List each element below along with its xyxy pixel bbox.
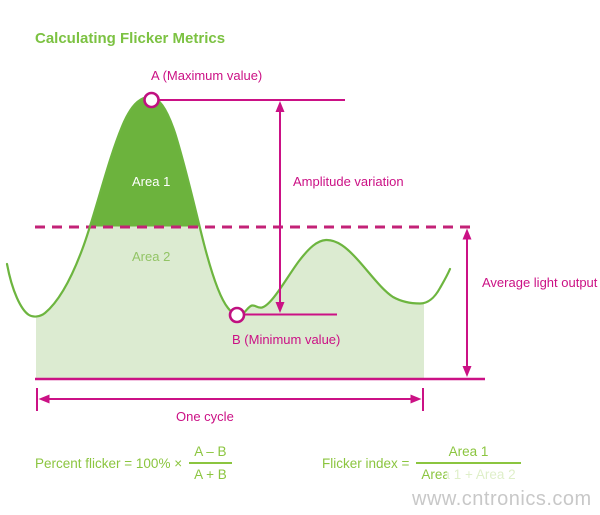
average-arrowhead-up <box>462 228 472 240</box>
max-value-label: A (Maximum value) <box>151 68 263 83</box>
area2-fill <box>36 96 424 379</box>
watermark-text: www.cntronics.com <box>412 488 592 510</box>
amplitude-variation-label: Amplitude variation <box>293 174 404 189</box>
flicker-index-numerator: Area 1 <box>448 444 489 459</box>
min-value-label: B (Minimum value) <box>232 332 341 347</box>
page-title: Calculating Flicker Metrics <box>35 30 226 47</box>
average-light-output-label: Average light output <box>482 275 598 290</box>
percent-flicker-denominator: A + B <box>194 467 227 482</box>
one-cycle-arrowhead-left <box>38 394 50 404</box>
min-point-marker <box>228 306 246 324</box>
average-arrowhead-down <box>462 366 472 377</box>
max-point-marker <box>143 91 160 109</box>
area2-label: Area 2 <box>132 249 171 264</box>
area1-label: Area 1 <box>132 174 171 189</box>
percent-flicker-lhs: Percent flicker = 100% × <box>35 455 183 471</box>
percent-flicker-formula: Percent flicker = 100% × A – B A + B <box>35 441 232 485</box>
amplitude-arrowhead-up <box>275 101 285 112</box>
amplitude-arrowhead-down <box>275 302 285 313</box>
watermark-smudge <box>447 465 600 490</box>
flicker-index-lhs: Flicker index = <box>322 455 410 471</box>
percent-flicker-numerator: A – B <box>194 444 227 459</box>
fraction-bar <box>189 462 232 464</box>
one-cycle-label: One cycle <box>176 409 234 424</box>
area1-fill <box>89 96 200 227</box>
percent-flicker-fraction: A – B A + B <box>189 444 232 482</box>
one-cycle-arrowhead-right <box>410 394 422 404</box>
fraction-bar <box>416 462 521 464</box>
